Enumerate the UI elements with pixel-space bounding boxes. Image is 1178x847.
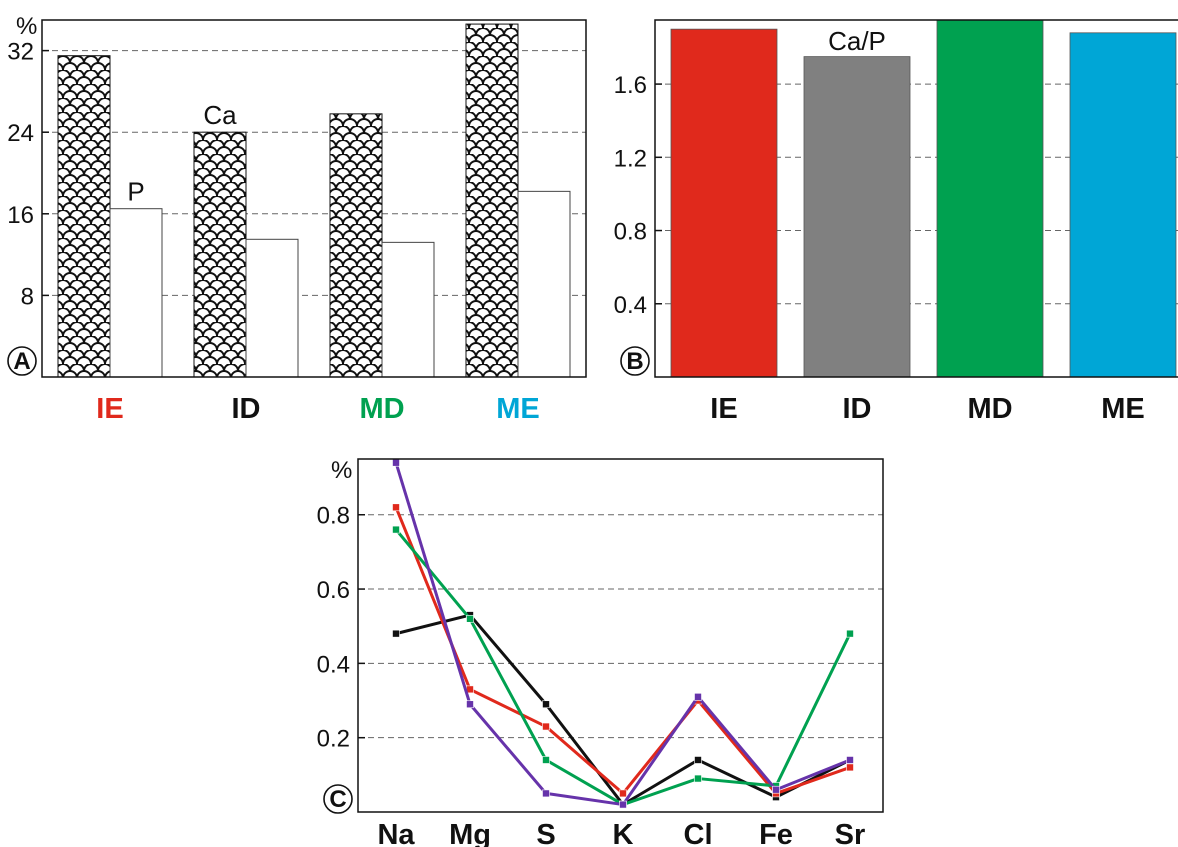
panel-a-tick-label: 16 bbox=[7, 202, 34, 229]
panel-b-bar-ie bbox=[670, 28, 778, 378]
panel-b-categories: IE ID MD ME bbox=[710, 393, 1144, 425]
panel-c-point bbox=[694, 774, 702, 783]
panel-c-badge: C bbox=[323, 784, 353, 814]
panel-c-category-label: Sr bbox=[835, 819, 866, 847]
svg-text:C: C bbox=[329, 786, 346, 813]
panel-a-bar-p-md bbox=[381, 241, 435, 378]
panel-a: 8 16 24 32 % Ca P IE ID MD ME A bbox=[7, 13, 587, 425]
panel-c-lines bbox=[392, 458, 854, 809]
panel-a-category-label: IE bbox=[96, 393, 123, 425]
panel-c-frame bbox=[357, 458, 884, 813]
panel-c-point bbox=[846, 763, 854, 772]
panel-a-category-label: ME bbox=[496, 393, 540, 425]
panel-b-tick-label: 0.4 bbox=[614, 292, 647, 319]
panel-b-bars bbox=[670, 19, 1177, 378]
panel-a-bar-p-id bbox=[245, 238, 299, 378]
panel-b-annotation: Ca/P bbox=[828, 26, 886, 56]
panel-b-category-label: ID bbox=[843, 393, 872, 425]
panel-a-bars bbox=[57, 23, 571, 378]
panel-b-bar-id bbox=[803, 56, 911, 378]
panel-a-bar-p-me bbox=[517, 190, 571, 378]
panel-c-tick-label: 0.4 bbox=[317, 651, 350, 678]
panel-c-point bbox=[694, 756, 702, 764]
panel-c-tick-label: 0.8 bbox=[317, 503, 350, 530]
panel-a-tick-label: 8 bbox=[21, 283, 34, 310]
panel-b: 0.4 0.8 1.2 1.6 Ca/P IE ID MD ME B bbox=[614, 19, 1178, 425]
panel-c-point bbox=[542, 756, 550, 764]
panel-a-bar-ca-md bbox=[329, 113, 383, 378]
panel-b-bar-me bbox=[1069, 32, 1177, 378]
panel-c-point bbox=[542, 789, 550, 798]
panel-b-badge: B bbox=[620, 346, 650, 376]
panel-a-bar-p-ie bbox=[109, 208, 163, 378]
panel-c-series-line-1 bbox=[394, 506, 851, 795]
panel-a-frame bbox=[41, 19, 587, 378]
panel-c-ticks: 0.2 0.4 0.6 0.8 bbox=[317, 503, 350, 753]
panel-c-point bbox=[392, 458, 400, 467]
panel-a-tick-label: 24 bbox=[7, 120, 34, 147]
panel-c-series-line-2 bbox=[394, 528, 852, 807]
panel-b-frame bbox=[654, 19, 1178, 378]
panel-c-gridlines bbox=[358, 513, 883, 739]
panel-a-y-unit: % bbox=[16, 13, 37, 40]
panel-c-point bbox=[542, 700, 550, 709]
panel-c-point bbox=[694, 693, 702, 701]
svg-text:A: A bbox=[13, 348, 30, 375]
panel-b-category-label: ME bbox=[1101, 393, 1145, 425]
panel-c-category-label: K bbox=[613, 819, 634, 847]
panel-c-y-unit: % bbox=[331, 457, 352, 484]
panel-c-tick-label: 0.6 bbox=[317, 577, 350, 604]
panel-c-series-line-3 bbox=[394, 462, 851, 807]
panel-c-point bbox=[392, 629, 400, 638]
panel-a-bar-ca-id bbox=[193, 131, 247, 378]
panel-b-bar-md bbox=[936, 19, 1044, 378]
panel-a-ticks: 8 16 24 32 bbox=[7, 39, 34, 311]
panel-b-tick-label: 0.8 bbox=[614, 219, 647, 246]
panel-b-tick-label: 1.6 bbox=[614, 72, 647, 99]
panel-c-point bbox=[619, 800, 627, 809]
panel-b-ticks: 0.4 0.8 1.2 1.6 bbox=[614, 72, 647, 319]
panel-c-point bbox=[846, 629, 854, 638]
panel-c-point bbox=[466, 700, 474, 709]
panel-c-category-label: Fe bbox=[759, 819, 793, 847]
panel-c-tick-label: 0.2 bbox=[317, 726, 350, 753]
panel-a-bar-ca-ie bbox=[57, 55, 111, 378]
panel-b-category-label: IE bbox=[710, 393, 737, 425]
panel-a-series-label-ca: Ca bbox=[203, 100, 237, 130]
panel-c-category-label: Mg bbox=[449, 819, 491, 847]
panel-a-badge: A bbox=[7, 346, 37, 376]
panel-c-category-label: S bbox=[536, 819, 555, 847]
panel-a-category-label: MD bbox=[359, 393, 404, 425]
panel-c: 0.2 0.4 0.6 0.8 % Na Mg S K Cl Fe Sr C bbox=[317, 457, 884, 847]
panel-c-point bbox=[846, 756, 854, 764]
panel-c-point bbox=[542, 722, 550, 731]
panel-c-categories: Na Mg S K Cl Fe Sr bbox=[377, 819, 865, 847]
panel-a-bar-ca-me bbox=[465, 23, 519, 378]
panel-b-category-label: MD bbox=[967, 393, 1012, 425]
panel-a-categories: IE ID MD ME bbox=[96, 393, 539, 425]
panel-c-point bbox=[772, 785, 780, 794]
panel-c-category-label: Na bbox=[377, 819, 415, 847]
panel-a-series-label-p: P bbox=[127, 177, 144, 207]
panel-c-point bbox=[392, 525, 400, 534]
panel-c-point bbox=[466, 614, 474, 623]
svg-text:B: B bbox=[626, 348, 643, 375]
panel-c-point bbox=[392, 503, 400, 512]
panel-b-tick-label: 1.2 bbox=[614, 145, 647, 172]
panel-c-point bbox=[619, 789, 627, 798]
panel-a-category-label: ID bbox=[232, 393, 261, 425]
panel-a-tick-label: 32 bbox=[7, 39, 34, 66]
panel-c-category-label: Cl bbox=[684, 819, 713, 847]
